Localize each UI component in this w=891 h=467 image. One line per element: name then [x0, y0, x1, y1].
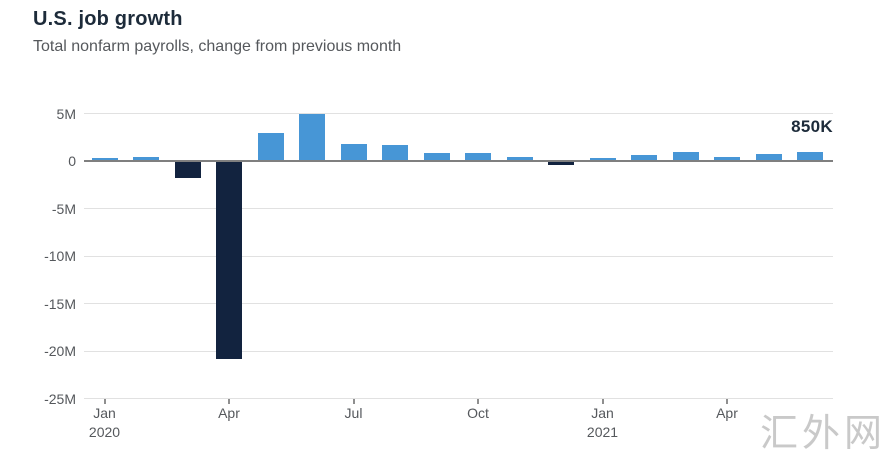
gridline--10M: [84, 255, 833, 257]
bar-may-2020: [257, 133, 284, 160]
x-axis-label: Jan 2021: [561, 404, 645, 442]
watermark: 汇外网: [760, 413, 887, 455]
bar-mar-2020: [174, 162, 201, 179]
bar-mar-2021: [672, 152, 699, 160]
gridline--15M: [84, 303, 833, 304]
y-axis-label: -5M: [51, 200, 76, 217]
x-axis-label-month: Jan: [93, 405, 116, 421]
last-value-annotation: 850K: [791, 117, 833, 136]
x-axis-label-month: Jul: [344, 405, 363, 421]
bar-sep-2020: [423, 153, 450, 160]
bar-jun-2021: [797, 151, 823, 160]
x-axis-label-year: 2021: [586, 424, 619, 440]
chart-title: U.S. job growth: [33, 8, 183, 30]
y-axis-label: -10M: [44, 248, 76, 264]
bar-nov-2020: [506, 157, 533, 160]
x-axis-label: Jul: [312, 404, 396, 423]
x-axis-label-month: Apr: [716, 405, 738, 421]
bar-jan-2020: [91, 158, 118, 160]
x-axis-label-year: 2020: [88, 424, 121, 440]
x-axis-label-month: Jan: [591, 405, 614, 421]
bar-jun-2020: [299, 114, 325, 160]
x-axis-tick: [352, 398, 355, 404]
x-axis-label: Oct: [436, 404, 520, 423]
chart-subtitle: Total nonfarm payrolls, change from prev…: [33, 38, 402, 55]
y-axis-label: -15M: [44, 295, 76, 312]
y-axis-label: -25M: [44, 390, 76, 407]
x-axis-label: Jan 2020: [63, 404, 147, 442]
bar-aug-2020: [382, 144, 408, 160]
bar-jan-2021: [589, 158, 616, 160]
zero-axis-line: [84, 160, 833, 162]
gridline--25M: [84, 398, 833, 399]
x-axis-tick: [477, 398, 479, 404]
y-axis-label: 5M: [56, 105, 76, 122]
bar-dec-2020: [548, 162, 574, 165]
y-axis-label: 0: [68, 153, 76, 169]
gridline--5M: [84, 208, 833, 209]
bar-feb-2020: [133, 157, 159, 160]
gridline--20M: [84, 350, 833, 352]
x-axis-tick: [103, 398, 106, 404]
x-axis-tick: [601, 398, 604, 404]
x-axis-label: Apr: [685, 404, 769, 423]
bar-may-2021: [755, 154, 782, 160]
x-axis-label-month: Oct: [467, 405, 489, 421]
x-axis-label-month: Apr: [218, 405, 240, 421]
bar-feb-2021: [631, 154, 657, 160]
bar-apr-2020: [216, 162, 242, 359]
x-axis-tick: [228, 398, 230, 404]
x-axis-tick: [726, 398, 728, 404]
bar-oct-2020: [465, 153, 491, 160]
bar-jul-2020: [340, 143, 367, 160]
gridline-5M: [84, 113, 833, 114]
x-axis-label: Apr: [187, 404, 271, 423]
bar-apr-2021: [714, 157, 740, 160]
y-axis-label: -20M: [44, 343, 76, 359]
